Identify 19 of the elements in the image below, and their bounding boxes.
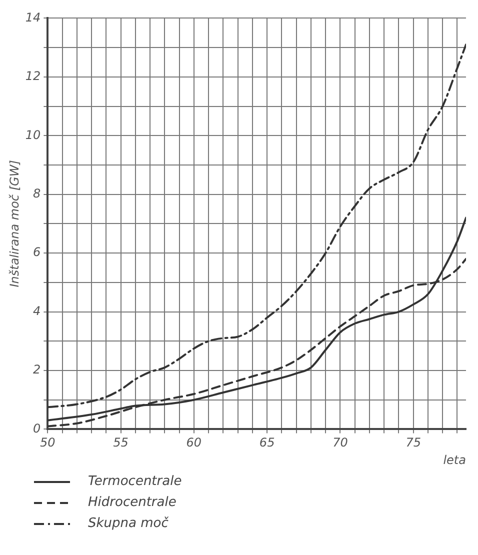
legend-label: Termocentrale [88, 474, 182, 489]
y-axis-title: Inštalirana moč [GW] [7, 160, 22, 288]
y-tick-label: 0 [33, 421, 42, 436]
y-tick-label: 14 [25, 10, 41, 24]
legend-label: Hidrocentrale [88, 495, 176, 510]
x-tick-label: 75 [406, 436, 421, 450]
y-tick-label: 8 [33, 186, 42, 200]
x-tick-label: 55 [113, 436, 128, 450]
x-axis-title: leta [443, 452, 466, 467]
y-tick-label: 4 [33, 304, 41, 318]
legend-label: Skupna moč [88, 516, 168, 531]
x-tick-label: 50 [40, 436, 56, 450]
y-tick-label: 2 [33, 362, 41, 377]
y-tick-label: 6 [33, 245, 42, 260]
y-tick-label: 12 [25, 69, 41, 84]
x-tick-label: 60 [186, 436, 202, 450]
x-tick-label: 65 [259, 436, 275, 450]
x-tick-label: 70 [332, 436, 348, 450]
y-tick-label: 10 [25, 128, 42, 142]
